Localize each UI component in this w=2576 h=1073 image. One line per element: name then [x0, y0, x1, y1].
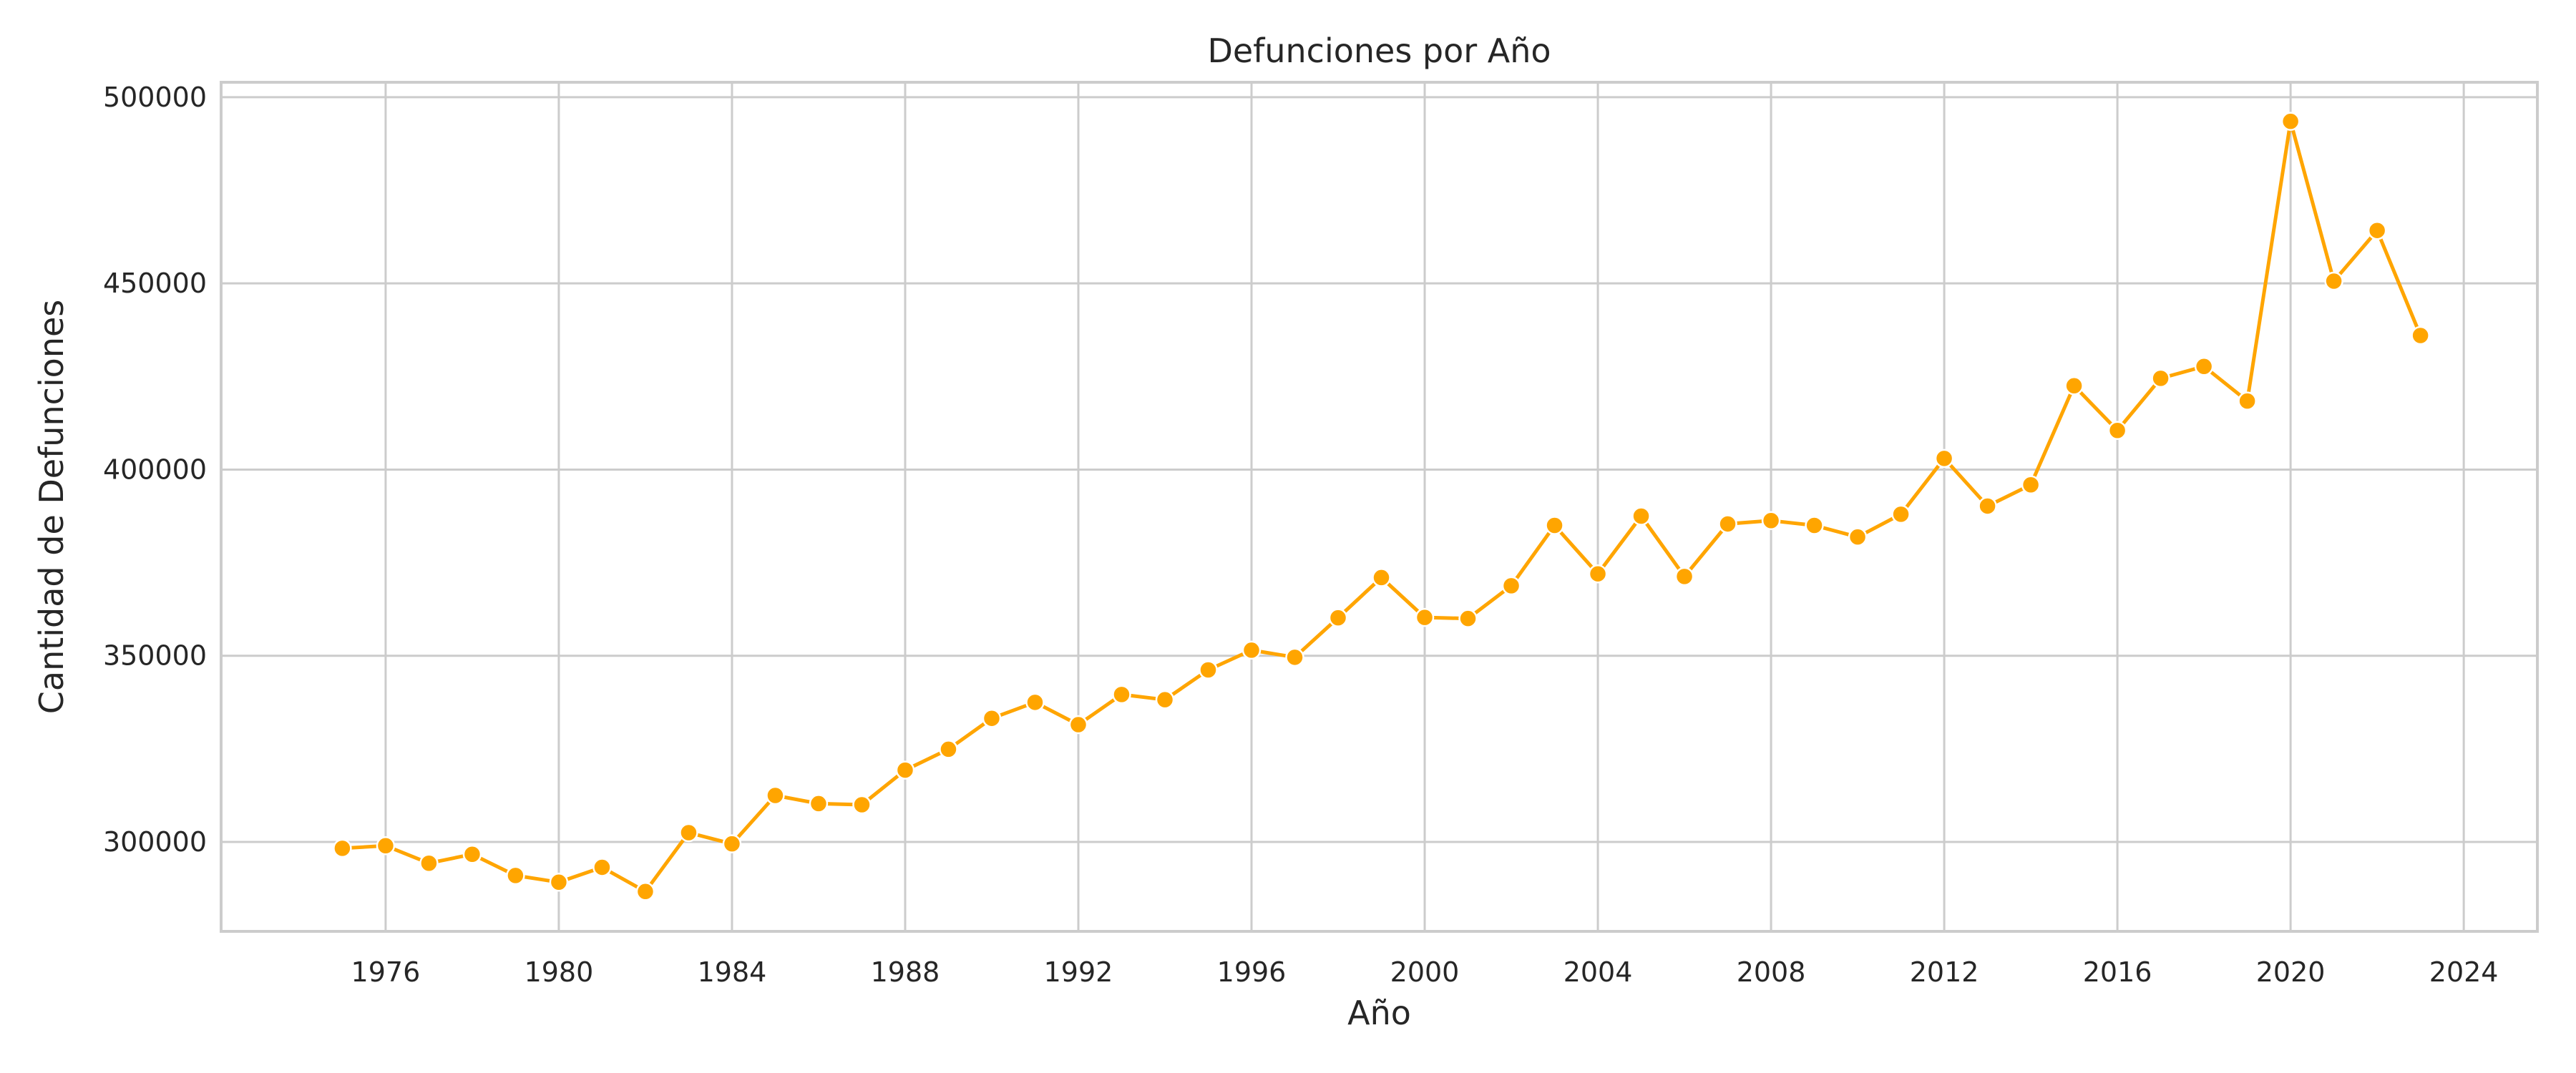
data-point-2015: [2064, 376, 2084, 396]
data-point-2023: [2411, 325, 2430, 346]
data-point-2007: [1718, 514, 1737, 534]
data-point-2017: [2151, 368, 2170, 388]
data-point-1986: [809, 794, 829, 813]
data-point-1989: [939, 740, 958, 759]
data-point-1991: [1025, 692, 1045, 712]
data-point-2013: [1978, 496, 1997, 516]
data-point-1977: [419, 853, 439, 873]
data-point-1979: [506, 866, 525, 886]
y-tick-label: 300000: [103, 826, 207, 858]
data-point-2021: [2324, 271, 2343, 291]
x-tick-label: 1980: [525, 956, 594, 988]
data-point-1984: [722, 834, 742, 853]
data-point-2016: [2107, 421, 2127, 441]
data-point-1976: [376, 836, 396, 856]
x-tick-label: 2020: [2256, 956, 2326, 988]
data-point-2020: [2280, 112, 2301, 131]
data-point-2011: [1891, 504, 1911, 524]
data-point-1997: [1285, 647, 1304, 667]
data-point-2008: [1761, 511, 1781, 531]
grid: [221, 82, 2537, 931]
chart-title: Defunciones por Año: [1207, 31, 1551, 70]
data-point-1998: [1328, 608, 1348, 627]
data-point-1987: [852, 795, 872, 815]
data-point-1994: [1155, 690, 1175, 710]
data-point-2022: [2367, 220, 2387, 240]
x-axis-label: Año: [1347, 994, 1411, 1032]
series-line: [340, 119, 2423, 893]
data-point-2010: [1848, 527, 1868, 547]
data-point-2004: [1588, 564, 1608, 584]
data-point-1982: [635, 882, 655, 901]
x-tick-label: 2016: [2083, 956, 2152, 988]
data-point-2001: [1458, 609, 1478, 628]
data-point-1985: [766, 785, 785, 805]
data-point-1992: [1068, 715, 1088, 735]
x-tick-label: 2024: [2429, 956, 2499, 988]
x-tick-label: 1992: [1044, 956, 1113, 988]
x-axis-ticks: 1976 1980 1984 1988 1992 1996 2000 2004 2008 2012…: [351, 956, 2499, 988]
data-point-1983: [679, 823, 698, 843]
data-point-1981: [592, 858, 612, 877]
x-tick-label: 1988: [871, 956, 940, 988]
data-point-1996: [1241, 640, 1262, 660]
series-layer: [340, 119, 2423, 893]
x-tick-label: 1976: [351, 956, 421, 988]
x-tick-label: 1996: [1217, 956, 1287, 988]
x-tick-label: 2012: [1910, 956, 1979, 988]
y-tick-label: 500000: [103, 82, 207, 113]
data-point-2005: [1631, 506, 1651, 526]
y-tick-label: 450000: [103, 268, 207, 299]
x-tick-label: 2000: [1390, 956, 1460, 988]
data-point-1975: [333, 838, 352, 858]
x-tick-label: 2008: [1737, 956, 1806, 988]
y-axis-ticks: 300000 350000 400000 450000 500000: [103, 82, 207, 858]
data-point-1990: [982, 708, 1002, 728]
data-point-1988: [895, 760, 915, 780]
data-point-1993: [1112, 685, 1131, 705]
data-point-2019: [2238, 391, 2257, 411]
data-point-2002: [1501, 576, 1521, 596]
data-point-1978: [462, 844, 482, 864]
y-tick-label: 400000: [103, 454, 207, 485]
data-point-2006: [1674, 567, 1694, 587]
data-point-1980: [549, 873, 569, 892]
data-point-2012: [1934, 449, 1954, 469]
data-point-2018: [2194, 356, 2214, 376]
x-tick-label: 1984: [698, 956, 767, 988]
data-point-2003: [1545, 516, 1564, 535]
data-point-2000: [1415, 607, 1435, 627]
data-point-1999: [1372, 568, 1391, 587]
plot-frame: [220, 81, 2539, 933]
y-tick-label: 350000: [103, 640, 207, 672]
data-point-2014: [2021, 475, 2041, 495]
data-point-2009: [1805, 516, 1824, 535]
y-axis-label: Cantidad de Defunciones: [32, 300, 71, 714]
data-point-1995: [1199, 660, 1218, 680]
points-layer: [333, 112, 2430, 901]
x-tick-label: 2004: [1563, 956, 1633, 988]
